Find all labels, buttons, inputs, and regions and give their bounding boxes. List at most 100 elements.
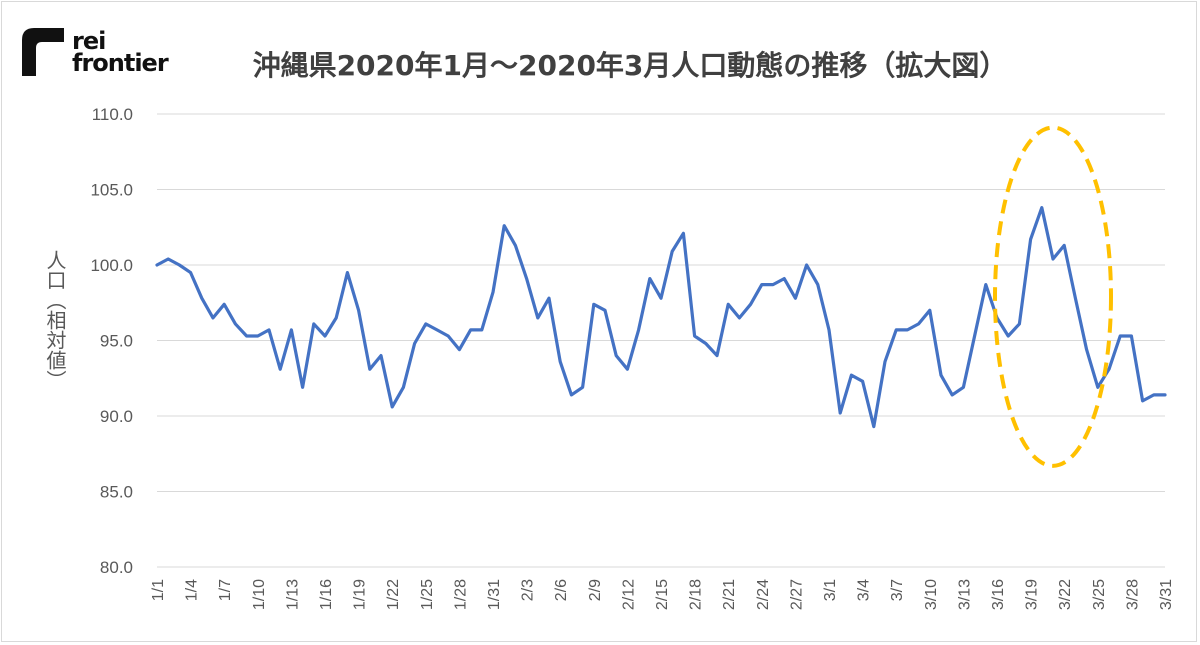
- x-tick-label: 2/24: [755, 579, 772, 610]
- x-tick-label: 3/16: [990, 579, 1007, 610]
- x-tick-label: 3/1: [822, 579, 839, 601]
- data-point: [704, 342, 707, 345]
- y-tick-label: 105.0: [90, 181, 133, 200]
- data-point: [1107, 367, 1111, 371]
- data-point: [536, 316, 539, 320]
- data-point: [402, 386, 405, 389]
- data-point: [794, 297, 797, 300]
- data-point: [1119, 334, 1122, 338]
- data-point: [895, 328, 898, 332]
- data-point: [671, 250, 674, 253]
- x-tick-label: 3/25: [1091, 579, 1108, 610]
- x-tick-label: 1/28: [452, 579, 469, 610]
- data-point: [727, 303, 730, 306]
- x-tick-label: 1/22: [385, 579, 402, 610]
- data-point: [592, 303, 595, 306]
- x-tick-label: 1/25: [419, 579, 436, 610]
- data-point: [1096, 386, 1100, 389]
- data-point: [155, 263, 159, 267]
- data-point: [379, 354, 383, 357]
- data-point: [1152, 393, 1156, 397]
- data-point: [391, 405, 394, 409]
- data-point: [1029, 238, 1032, 241]
- data-point: [659, 297, 663, 300]
- data-point: [749, 303, 752, 306]
- data-point: [189, 271, 192, 274]
- y-tick-label: 100.0: [90, 256, 133, 275]
- data-point: [234, 322, 237, 326]
- data-point: [167, 257, 170, 261]
- data-point: [447, 334, 450, 338]
- logo-mark-icon: [22, 28, 64, 76]
- data-point: [503, 224, 506, 227]
- data-point: [290, 328, 293, 332]
- data-point: [223, 303, 226, 306]
- x-tick-label: 2/21: [721, 579, 738, 610]
- logo: rei frontier: [22, 28, 169, 77]
- data-point: [1018, 322, 1021, 326]
- x-tick-label: 3/28: [1124, 579, 1141, 610]
- data-point: [1063, 244, 1066, 247]
- logo-text: rei frontier: [72, 29, 169, 77]
- data-point: [626, 367, 629, 371]
- x-tick-label: 3/22: [1057, 579, 1074, 610]
- data-point: [178, 263, 181, 267]
- y-tick-label: 95.0: [100, 332, 133, 351]
- data-point: [357, 309, 360, 312]
- data-point: [346, 271, 349, 274]
- data-point: [256, 334, 259, 338]
- data-point: [525, 277, 528, 280]
- data-point: [1040, 206, 1044, 209]
- x-tick-label: 2/6: [553, 579, 570, 601]
- data-point: [827, 328, 831, 332]
- data-point: [581, 386, 584, 389]
- data-point: [603, 309, 607, 312]
- data-point: [312, 322, 315, 326]
- x-tick-label: 1/10: [251, 579, 268, 610]
- data-point: [973, 334, 976, 338]
- data-point: [413, 342, 416, 345]
- data-point: [637, 328, 640, 332]
- y-tick-label: 80.0: [100, 558, 133, 577]
- data-point: [211, 316, 215, 320]
- y-tick-label: 110.0: [92, 105, 133, 124]
- y-axis-label: 人口（相対値）: [43, 250, 67, 390]
- data-point: [738, 316, 741, 320]
- data-point: [1141, 399, 1144, 403]
- x-tick-label: 3/4: [856, 579, 873, 601]
- data-point: [906, 328, 909, 332]
- x-tick-label: 1/1: [150, 579, 167, 601]
- data-point: [693, 334, 696, 338]
- data-point: [267, 328, 271, 332]
- data-point: [458, 348, 461, 351]
- x-tick-label: 1/16: [318, 579, 335, 610]
- logo-line2: frontier: [72, 49, 169, 77]
- data-point: [435, 328, 439, 332]
- data-point: [570, 393, 573, 397]
- data-point: [368, 367, 371, 371]
- x-tick-label: 2/18: [688, 579, 705, 610]
- x-tick-label: 1/19: [352, 579, 369, 610]
- data-point: [783, 277, 786, 280]
- data-point: [861, 380, 864, 383]
- data-point: [760, 283, 763, 286]
- data-point: [491, 290, 495, 294]
- data-point: [323, 334, 327, 338]
- data-point: [951, 393, 954, 397]
- data-point: [984, 283, 987, 286]
- data-point: [648, 277, 651, 280]
- data-point: [1085, 348, 1088, 351]
- series-line: [155, 206, 1167, 429]
- x-tick-label: 3/10: [923, 579, 940, 610]
- data-point: [816, 283, 819, 286]
- data-point: [1074, 297, 1077, 300]
- x-tick-label: 2/27: [788, 579, 805, 610]
- data-point: [805, 263, 808, 267]
- data-point: [469, 328, 472, 332]
- x-tick-label: 3/13: [956, 579, 973, 610]
- x-tick-label: 1/7: [217, 579, 234, 601]
- data-point: [480, 328, 483, 332]
- data-point: [279, 367, 282, 371]
- x-tick-label: 3/31: [1158, 579, 1175, 610]
